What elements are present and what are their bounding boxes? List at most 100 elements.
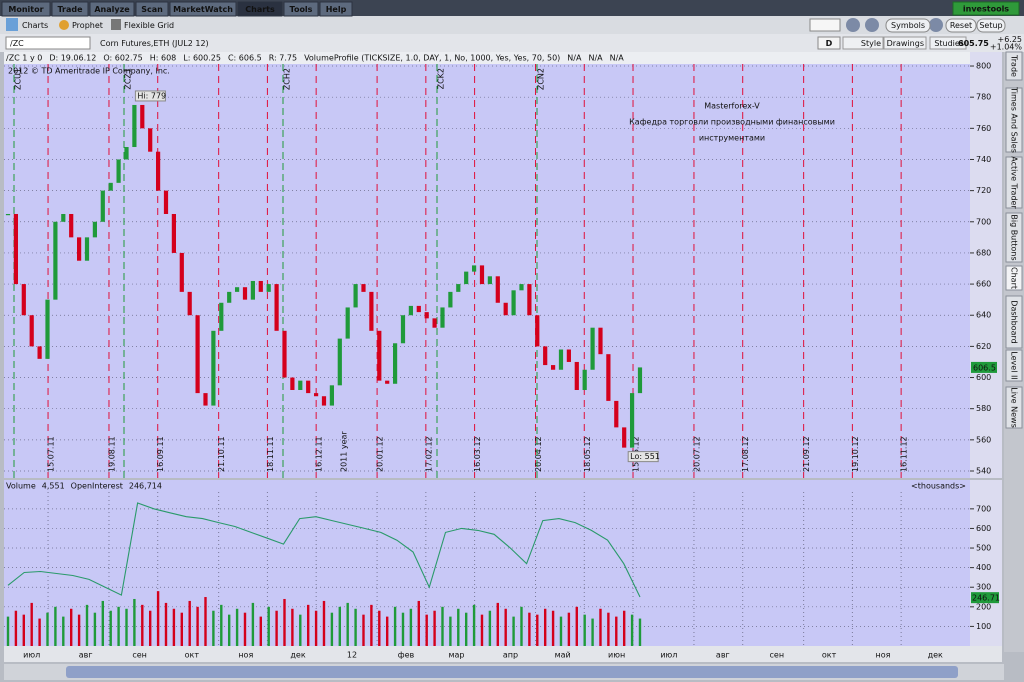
toolbar-button-label[interactable]: Style bbox=[861, 39, 881, 48]
tab[interactable] bbox=[169, 1, 237, 17]
x-tick-label: сен bbox=[132, 651, 147, 660]
volume-bar bbox=[536, 614, 539, 646]
legend-item: 4,551 bbox=[42, 482, 65, 491]
side-tab-label[interactable]: Dashboard bbox=[1010, 300, 1019, 343]
tab[interactable] bbox=[237, 1, 283, 17]
volume-bar bbox=[14, 610, 18, 646]
scroll-thumb[interactable] bbox=[66, 666, 958, 678]
button[interactable] bbox=[885, 18, 931, 33]
side-tab[interactable] bbox=[1005, 87, 1023, 153]
candle bbox=[69, 213, 74, 238]
button[interactable] bbox=[976, 18, 1006, 33]
brand-label[interactable]: investools bbox=[963, 5, 1009, 14]
candle bbox=[464, 271, 469, 285]
round-button[interactable] bbox=[846, 18, 860, 32]
side-tab-label[interactable]: Active Trader bbox=[1010, 156, 1019, 209]
toolbar-button-label[interactable]: Drawings bbox=[887, 39, 924, 48]
volume-bar bbox=[275, 610, 278, 646]
button-label[interactable]: Reset bbox=[950, 21, 972, 30]
volume-bar bbox=[583, 614, 586, 646]
candle bbox=[543, 346, 548, 366]
side-tab[interactable] bbox=[1005, 349, 1023, 382]
volume-bar bbox=[378, 610, 381, 646]
y-tick-label: 640 bbox=[976, 311, 991, 320]
candle bbox=[329, 385, 334, 406]
volume-bar bbox=[354, 608, 357, 646]
candle bbox=[448, 291, 453, 308]
legend-item: OpenInterest bbox=[71, 482, 123, 491]
low-box bbox=[627, 451, 659, 463]
tab[interactable] bbox=[51, 1, 89, 17]
candle bbox=[13, 213, 18, 285]
info-item: H: 608 bbox=[150, 54, 177, 63]
candle bbox=[116, 159, 121, 183]
side-tab-label[interactable]: Live News bbox=[1010, 387, 1019, 428]
round-button[interactable] bbox=[865, 18, 879, 32]
tab-label[interactable]: Charts bbox=[245, 5, 275, 14]
button-label[interactable]: Setup bbox=[979, 21, 1002, 30]
event-label: 20.01.12 bbox=[376, 436, 385, 472]
candle bbox=[290, 377, 295, 390]
toolbar-button[interactable] bbox=[842, 36, 884, 50]
volume-bar bbox=[480, 614, 484, 646]
aggregation[interactable]: D bbox=[826, 39, 833, 48]
aggregation-button[interactable] bbox=[817, 36, 841, 50]
side-tab[interactable] bbox=[1005, 212, 1023, 263]
round-button[interactable] bbox=[929, 18, 943, 32]
tab[interactable] bbox=[1, 1, 51, 17]
subtab[interactable]: Prophet bbox=[72, 21, 103, 30]
candle bbox=[37, 346, 42, 359]
price-axis bbox=[970, 52, 1002, 478]
side-tab[interactable] bbox=[1005, 51, 1023, 81]
side-tab[interactable] bbox=[1005, 386, 1023, 429]
candle bbox=[353, 284, 358, 308]
side-tab-label[interactable]: Times And Sales bbox=[1010, 86, 1019, 153]
candle bbox=[622, 427, 627, 448]
candle bbox=[155, 151, 161, 191]
volume-bar bbox=[441, 606, 444, 646]
tab[interactable] bbox=[319, 1, 353, 17]
annotation: Masterforex-V bbox=[704, 102, 760, 111]
tab-label[interactable]: Analyze bbox=[94, 5, 130, 14]
tab[interactable] bbox=[89, 1, 135, 17]
side-tab-label[interactable]: Trade bbox=[1010, 54, 1019, 77]
tab-label[interactable]: Help bbox=[326, 5, 347, 14]
last-value-label: 246.71 bbox=[972, 594, 1000, 603]
toolbar-button[interactable] bbox=[883, 36, 927, 50]
candle bbox=[456, 284, 461, 292]
brand-button[interactable] bbox=[952, 1, 1020, 16]
tab-label[interactable]: Tools bbox=[290, 5, 313, 14]
side-tab[interactable] bbox=[1005, 265, 1023, 291]
side-tab[interactable] bbox=[1005, 295, 1023, 349]
candle bbox=[250, 280, 255, 300]
subtab[interactable]: Charts bbox=[22, 21, 48, 30]
symbol-input[interactable] bbox=[5, 36, 91, 50]
side-tab[interactable] bbox=[1005, 156, 1023, 209]
side-tab-label[interactable]: Chart bbox=[1010, 267, 1019, 289]
tab[interactable] bbox=[283, 1, 319, 17]
candle bbox=[321, 396, 327, 406]
symbol[interactable]: /ZC bbox=[10, 39, 24, 48]
tab-label[interactable]: MarketWatch bbox=[173, 5, 233, 14]
tab-label[interactable]: Trade bbox=[57, 5, 83, 14]
tab[interactable] bbox=[135, 1, 169, 17]
subtab[interactable]: Flexible Grid bbox=[124, 21, 174, 30]
candle bbox=[337, 338, 342, 386]
layout-box[interactable] bbox=[809, 18, 841, 32]
volume-bar bbox=[85, 604, 89, 646]
toolbar-button[interactable] bbox=[929, 36, 967, 50]
volume-bar bbox=[101, 600, 104, 646]
contract-label: ZCK2 bbox=[437, 68, 446, 89]
side-tab-label[interactable]: Big Buttons bbox=[1010, 214, 1019, 260]
toolbar-button-label[interactable]: Studies bbox=[934, 39, 964, 48]
button[interactable] bbox=[945, 18, 977, 33]
candle bbox=[629, 393, 635, 448]
candle bbox=[558, 349, 564, 370]
volume-bar bbox=[109, 610, 112, 646]
info-item: R: 7.75 bbox=[269, 54, 297, 63]
event-label: 20.07.12 bbox=[692, 436, 701, 472]
button-label[interactable]: Symbols bbox=[891, 21, 925, 30]
tab-label[interactable]: Monitor bbox=[8, 5, 43, 14]
tab-label[interactable]: Scan bbox=[141, 5, 163, 14]
side-tab-label[interactable]: Level II bbox=[1010, 351, 1019, 379]
